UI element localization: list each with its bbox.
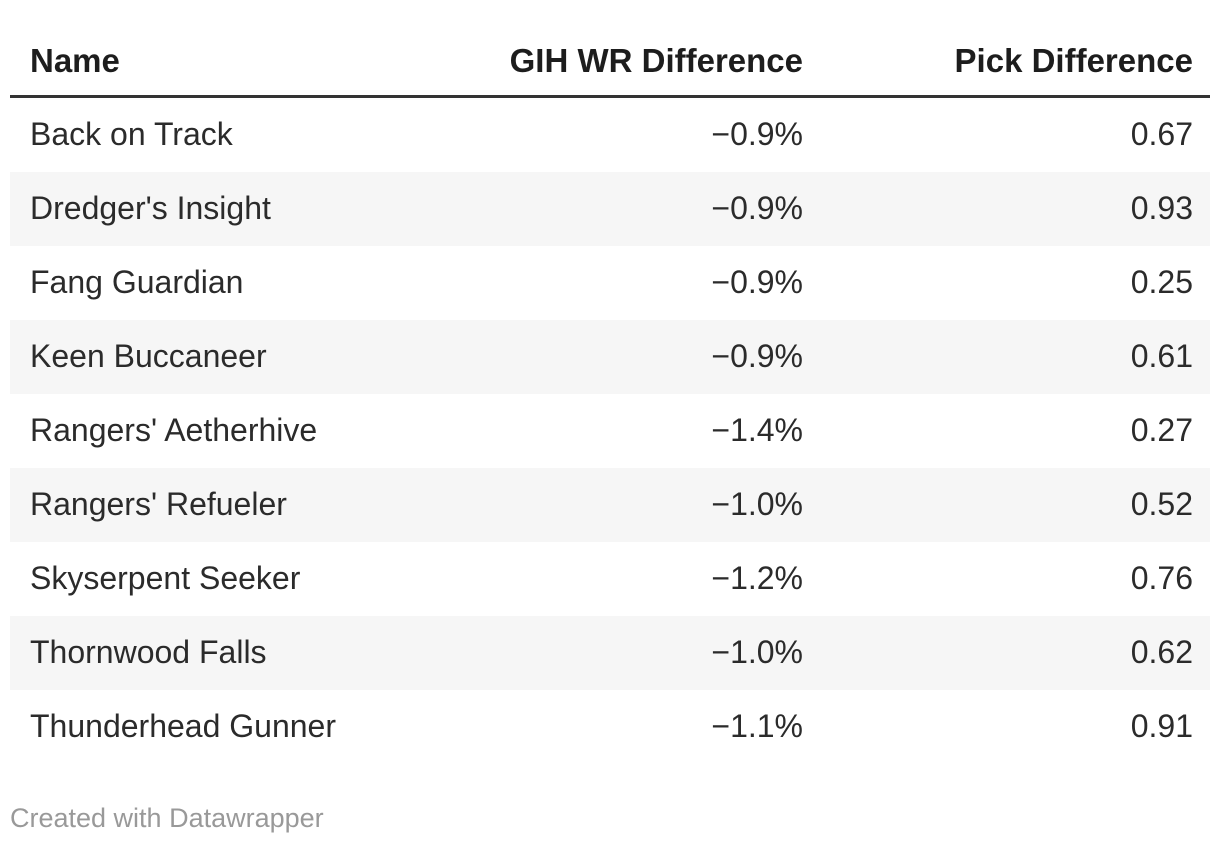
cell-gih-wr-difference: −1.2% xyxy=(711,560,803,596)
cell-gih-wr-difference: −1.1% xyxy=(711,708,803,744)
cell-name: Back on Track xyxy=(30,116,233,152)
cell-name: Rangers' Refueler xyxy=(30,486,287,522)
cell-pick-difference: 0.67 xyxy=(1130,116,1193,152)
table-row: Dredger's Insight −0.9% 0.93 xyxy=(10,172,1210,246)
table-header: Name GIH WR Difference Pick Difference xyxy=(10,0,1210,98)
cell-pick-difference: 0.76 xyxy=(1130,560,1193,596)
table-body: Back on Track −0.9% 0.67 Dredger's Insig… xyxy=(10,97,1210,765)
cell-gih-wr-difference: −0.9% xyxy=(711,338,803,374)
table-row: Back on Track −0.9% 0.67 xyxy=(10,97,1210,173)
cell-pick-difference: 0.93 xyxy=(1130,190,1193,226)
table-row: Keen Buccaneer −0.9% 0.61 xyxy=(10,320,1210,394)
table-row: Thunderhead Gunner −1.1% 0.91 xyxy=(10,690,1210,764)
cell-pick-difference: 0.27 xyxy=(1130,412,1193,448)
table-row: Rangers' Aetherhive −1.4% 0.27 xyxy=(10,394,1210,468)
column-header-gih-wr-difference: GIH WR Difference xyxy=(430,0,820,98)
cell-name: Skyserpent Seeker xyxy=(30,560,301,596)
cell-name: Keen Buccaneer xyxy=(30,338,267,374)
cell-name: Fang Guardian xyxy=(30,264,244,300)
column-header-name: Name xyxy=(10,0,430,98)
datawrapper-table-container: Name GIH WR Difference Pick Difference B… xyxy=(10,0,1210,834)
cell-name: Dredger's Insight xyxy=(30,190,271,226)
cell-name: Thornwood Falls xyxy=(30,634,267,670)
datawrapper-credit-link[interactable]: Created with Datawrapper xyxy=(10,803,324,833)
cell-gih-wr-difference: −1.4% xyxy=(711,412,803,448)
cell-pick-difference: 0.52 xyxy=(1130,486,1193,522)
table-row: Thornwood Falls −1.0% 0.62 xyxy=(10,616,1210,690)
cell-gih-wr-difference: −1.0% xyxy=(711,634,803,670)
data-table: Name GIH WR Difference Pick Difference B… xyxy=(10,0,1210,764)
table-row: Rangers' Refueler −1.0% 0.52 xyxy=(10,468,1210,542)
cell-name: Rangers' Aetherhive xyxy=(30,412,318,448)
cell-gih-wr-difference: −0.9% xyxy=(711,116,803,152)
header-row: Name GIH WR Difference Pick Difference xyxy=(10,0,1210,98)
cell-pick-difference: 0.62 xyxy=(1130,634,1193,670)
cell-gih-wr-difference: −1.0% xyxy=(711,486,803,522)
cell-gih-wr-difference: −0.9% xyxy=(711,190,803,226)
cell-pick-difference: 0.91 xyxy=(1130,708,1193,744)
table-row: Skyserpent Seeker −1.2% 0.76 xyxy=(10,542,1210,616)
cell-gih-wr-difference: −0.9% xyxy=(711,264,803,300)
cell-name: Thunderhead Gunner xyxy=(30,708,336,744)
table-row: Fang Guardian −0.9% 0.25 xyxy=(10,246,1210,320)
column-header-pick-difference: Pick Difference xyxy=(820,0,1210,98)
cell-pick-difference: 0.25 xyxy=(1130,264,1193,300)
cell-pick-difference: 0.61 xyxy=(1130,338,1193,374)
